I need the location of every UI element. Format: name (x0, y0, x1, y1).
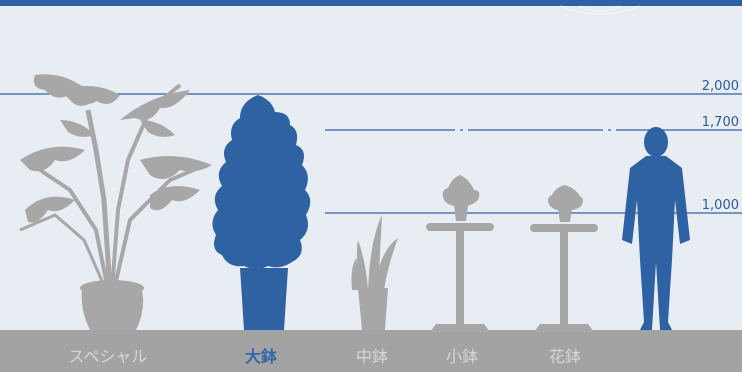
top-decoration (559, 5, 641, 15)
category-special[interactable]: スペシャル (68, 347, 148, 366)
small-pot-plant (426, 175, 494, 332)
height-mark-1000: 1,000 (701, 198, 739, 213)
special-plant (19, 74, 212, 330)
medium-pot-plant (351, 215, 398, 330)
top-accent-bar (0, 0, 742, 6)
height-mark-2000: 2,000 (701, 79, 739, 94)
category-flower-pot[interactable]: 花鉢 (548, 347, 581, 366)
category-small-pot[interactable]: 小鉢 (445, 347, 478, 366)
category-medium-pot[interactable]: 中鉢 (355, 347, 388, 366)
human-figure (622, 127, 690, 330)
floor-band (0, 330, 742, 372)
flower-pot-plant (530, 185, 598, 332)
large-pot-plant (212, 95, 311, 330)
category-large-pot[interactable]: 大鉢 (244, 347, 277, 366)
height-mark-1700: 1,700 (701, 115, 739, 130)
